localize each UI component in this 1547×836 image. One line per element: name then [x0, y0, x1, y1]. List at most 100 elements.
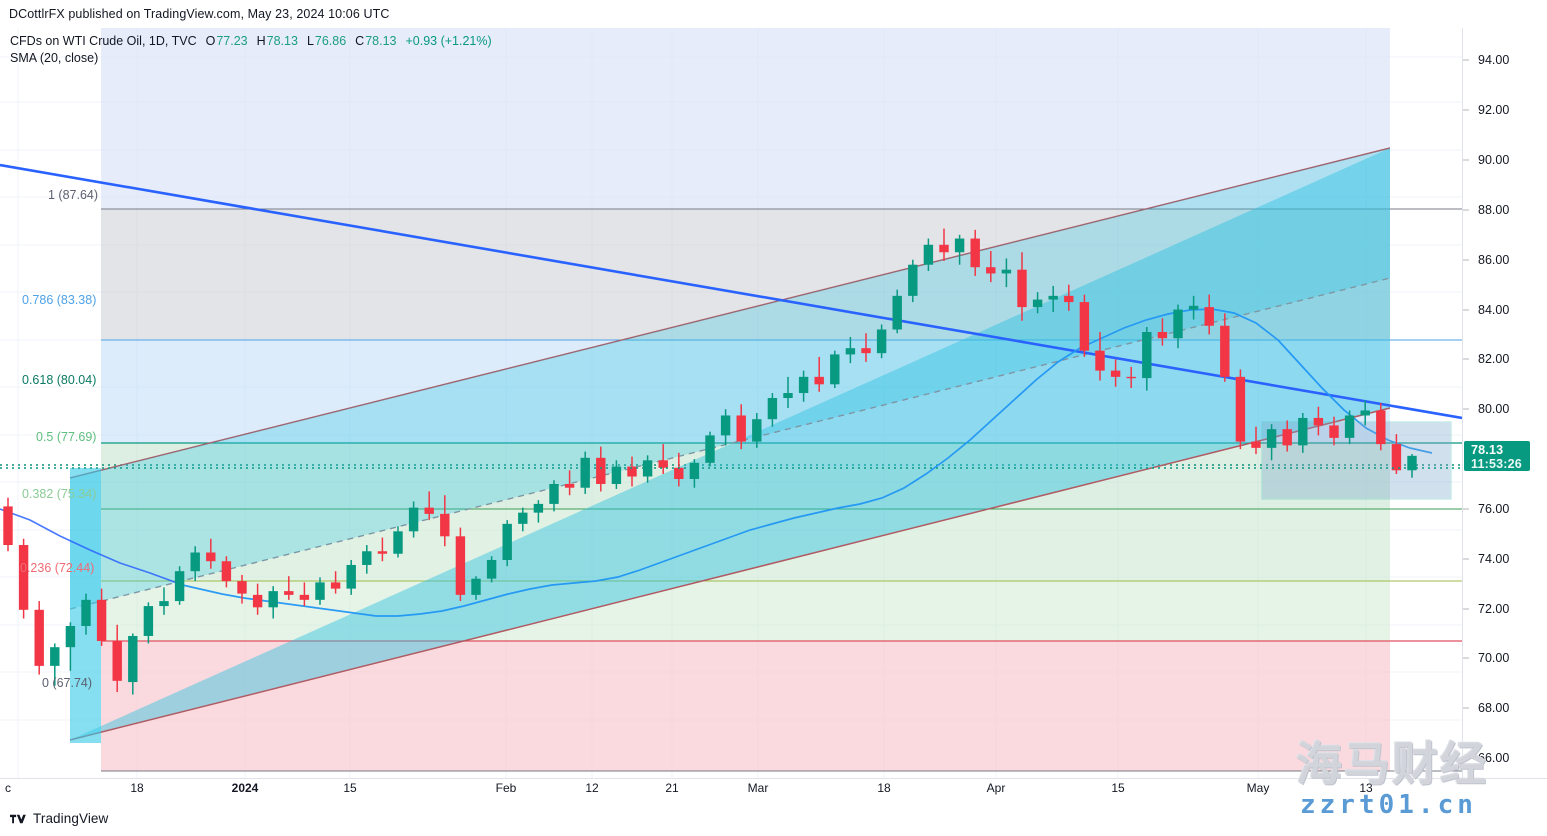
candle-body[interactable]	[159, 601, 169, 607]
candle-body[interactable]	[1188, 305, 1199, 310]
candle-body[interactable]	[564, 483, 575, 488]
candle-body[interactable]	[1001, 269, 1012, 274]
candle-body[interactable]	[1391, 444, 1402, 471]
candle-body[interactable]	[128, 635, 138, 683]
candle-body[interactable]	[1235, 376, 1246, 442]
candle-body[interactable]	[190, 552, 200, 572]
candle-body[interactable]	[3, 506, 13, 546]
candle-body[interactable]	[65, 626, 76, 648]
candle-body[interactable]	[315, 582, 325, 600]
candle-body[interactable]	[1142, 331, 1152, 379]
descending-trendline[interactable]	[0, 163, 1462, 420]
candle-body[interactable]	[408, 507, 419, 532]
candle-body[interactable]	[1298, 417, 1308, 446]
candle-body[interactable]	[1266, 429, 1277, 448]
candle-body[interactable]	[986, 267, 996, 274]
candle-body[interactable]	[642, 460, 653, 477]
candle-body[interactable]	[486, 559, 497, 579]
candle-body[interactable]	[252, 594, 263, 608]
candlestick-series[interactable]	[3, 228, 1417, 695]
candle-body[interactable]	[112, 640, 122, 681]
candle-body[interactable]	[1095, 350, 1105, 371]
candle-body[interactable]	[1048, 295, 1058, 300]
candle-body[interactable]	[923, 244, 934, 265]
candle-body[interactable]	[18, 545, 29, 610]
candle-body[interactable]	[533, 503, 544, 513]
candle-body[interactable]	[330, 582, 341, 589]
legend-symbol-row[interactable]: CFDs on WTI Crude Oil, 1D, TVC O77.23 H78.…	[10, 33, 493, 50]
consolidation-rectangle[interactable]	[1261, 421, 1452, 500]
candle-body[interactable]	[96, 599, 107, 641]
candle-body[interactable]	[1220, 325, 1230, 377]
candle-body[interactable]	[689, 462, 700, 479]
ascending-parallel-channel[interactable]	[69, 147, 1391, 743]
candle-body[interactable]	[970, 238, 980, 268]
candle-body[interactable]	[830, 354, 840, 385]
candle-body[interactable]	[1079, 302, 1090, 351]
candle-body[interactable]	[174, 571, 185, 602]
candle-body[interactable]	[455, 536, 466, 595]
candle-body[interactable]	[611, 466, 622, 484]
price-axis[interactable]: 94.00 92.00 90.00 88.00 86.00 84.00 82.00 80.00…	[1462, 28, 1547, 778]
candle-body[interactable]	[736, 415, 746, 442]
candle-body[interactable]	[1032, 299, 1043, 308]
candle-body[interactable]	[471, 578, 481, 595]
candle-body[interactable]	[1376, 410, 1386, 445]
candle-body[interactable]	[1064, 295, 1074, 303]
candle-body[interactable]	[580, 457, 590, 488]
legend-symbol[interactable]: CFDs on WTI Crude Oil, 1D, TVC	[10, 34, 197, 48]
candle-body[interactable]	[1313, 417, 1324, 426]
candle-body[interactable]	[814, 376, 824, 385]
candle-body[interactable]	[1329, 425, 1339, 438]
chart-plot-svg[interactable]	[0, 28, 1462, 778]
time-axis[interactable]: c 18 2024 15 Feb 12 21 Mar 18 Apr 15 May 13	[0, 778, 1547, 802]
candle-body[interactable]	[502, 523, 512, 560]
candle-body[interactable]	[767, 398, 778, 420]
candle-body[interactable]	[1282, 429, 1292, 446]
candle-body[interactable]	[34, 609, 44, 666]
candle-body[interactable]	[362, 551, 372, 565]
candle-body[interactable]	[284, 591, 294, 595]
legend-indicator-row[interactable]: SMA (20, close)	[10, 50, 493, 67]
candle-body[interactable]	[1251, 441, 1261, 448]
chart-pane[interactable]: 1 (87.64) 0.786 (83.38) 0.618 (80.04) 0.…	[0, 28, 1462, 778]
candle-body[interactable]	[1344, 415, 1355, 438]
candle-body[interactable]	[752, 419, 762, 442]
candle-body[interactable]	[346, 564, 356, 589]
candle-body[interactable]	[81, 599, 91, 627]
candle-body[interactable]	[237, 581, 247, 594]
candle-body[interactable]	[424, 507, 434, 514]
candle-body[interactable]	[876, 329, 887, 354]
candle-body[interactable]	[658, 460, 668, 468]
candle-body[interactable]	[143, 606, 154, 636]
candle-body[interactable]	[939, 244, 949, 253]
candle-body[interactable]	[1157, 331, 1168, 339]
candle-body[interactable]	[798, 376, 809, 394]
candle-body[interactable]	[221, 561, 232, 582]
candle-body[interactable]	[674, 467, 684, 479]
candle-body[interactable]	[440, 513, 450, 537]
candle-body[interactable]	[206, 552, 216, 562]
candle-body[interactable]	[720, 415, 731, 436]
candle-body[interactable]	[705, 435, 715, 463]
candle-body[interactable]	[1173, 309, 1183, 339]
candle-body[interactable]	[268, 591, 278, 608]
candle-body[interactable]	[1407, 455, 1417, 471]
candle-body[interactable]	[1017, 269, 1027, 308]
candle-body[interactable]	[954, 238, 965, 253]
candle-body[interactable]	[783, 393, 793, 399]
candle-body[interactable]	[299, 594, 310, 600]
candle-body[interactable]	[50, 647, 60, 666]
candle-body[interactable]	[861, 348, 871, 354]
candle-body[interactable]	[596, 457, 606, 484]
candle-body[interactable]	[393, 531, 403, 554]
candle-body[interactable]	[518, 512, 528, 524]
candle-body[interactable]	[1110, 370, 1121, 377]
candle-body[interactable]	[892, 295, 902, 330]
candle-body[interactable]	[845, 348, 856, 355]
candle-body[interactable]	[377, 551, 388, 554]
candle-body[interactable]	[627, 466, 637, 477]
candle-body[interactable]	[1126, 376, 1136, 379]
candle-body[interactable]	[549, 483, 559, 504]
candle-body[interactable]	[1204, 307, 1214, 326]
